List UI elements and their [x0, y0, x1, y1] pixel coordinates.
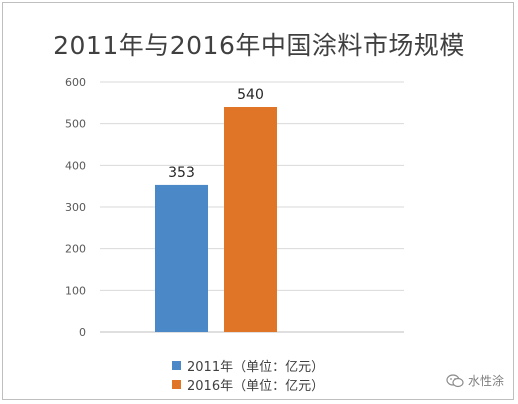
- watermark-text: 水性涂: [468, 374, 505, 388]
- legend-label-2011: 2011年（单位：亿元）: [187, 360, 325, 375]
- y-tick-label: 500: [65, 118, 86, 131]
- y-tick-label: 600: [65, 76, 86, 89]
- bar-0: [155, 184, 208, 332]
- chart-legend: 2011年（单位：亿元） 2016年（单位：亿元）: [172, 356, 324, 394]
- bar-1: [224, 107, 277, 332]
- wechat-icon: [446, 373, 464, 388]
- legend-item-2016: 2016年（单位：亿元）: [172, 375, 324, 394]
- y-tick-label: 200: [65, 243, 86, 256]
- chart-title: 2011年与2016年中国涂料市场规模: [53, 31, 465, 60]
- y-tick-label: 400: [65, 159, 86, 172]
- y-tick-label: 300: [65, 201, 86, 214]
- y-tick-label: 0: [79, 326, 86, 339]
- y-tick-label: 100: [65, 284, 86, 297]
- legend-label-2016: 2016年（单位：亿元）: [187, 379, 325, 394]
- legend-item-2011: 2011年（单位：亿元）: [172, 356, 324, 375]
- watermark: 水性涂: [446, 372, 504, 389]
- data-label: 353: [168, 165, 195, 181]
- legend-swatch-2016: [172, 380, 181, 389]
- data-label: 540: [237, 87, 264, 103]
- legend-swatch-2011: [172, 361, 181, 370]
